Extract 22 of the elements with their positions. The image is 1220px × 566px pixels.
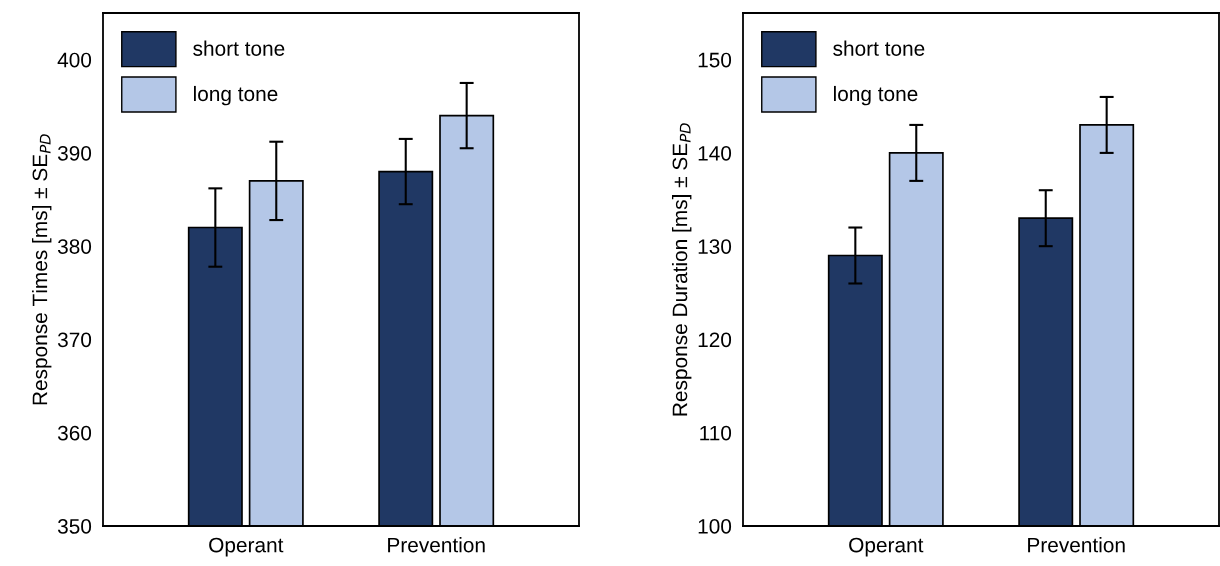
legend-label: long tone: [193, 85, 278, 106]
y-tick-label: 140: [698, 145, 732, 161]
y-tick-label: 370: [57, 332, 92, 348]
y-tick-label: 100: [698, 519, 732, 534]
y-tick-label: 380: [57, 239, 92, 254]
y-tick-label: 350: [57, 519, 92, 534]
y-axis-title: Response Duration [ms] ± SE$_{PD}$: [671, 123, 692, 416]
legend-label: short tone: [833, 40, 925, 56]
y-tick-label: 120: [698, 332, 732, 348]
x-tick-label: Prevention: [1028, 537, 1125, 553]
y-tick-label: 150: [698, 52, 732, 68]
y-tick-label: 400: [57, 52, 92, 68]
legend-label: long tone: [833, 85, 918, 106]
x-tick-label: Prevention: [388, 537, 485, 553]
x-tick-label: Operant: [209, 537, 284, 557]
y-tick-label: 130: [698, 239, 732, 254]
y-tick-label: 390: [57, 145, 92, 161]
legend-label: short tone: [193, 40, 285, 56]
x-tick-label: Operant: [849, 537, 924, 557]
y-tick-label: 360: [57, 425, 92, 441]
y-tick-label: 110: [700, 425, 732, 441]
y-axis-title: Response Times [ms] ± SE$_{PD}$: [31, 134, 52, 405]
